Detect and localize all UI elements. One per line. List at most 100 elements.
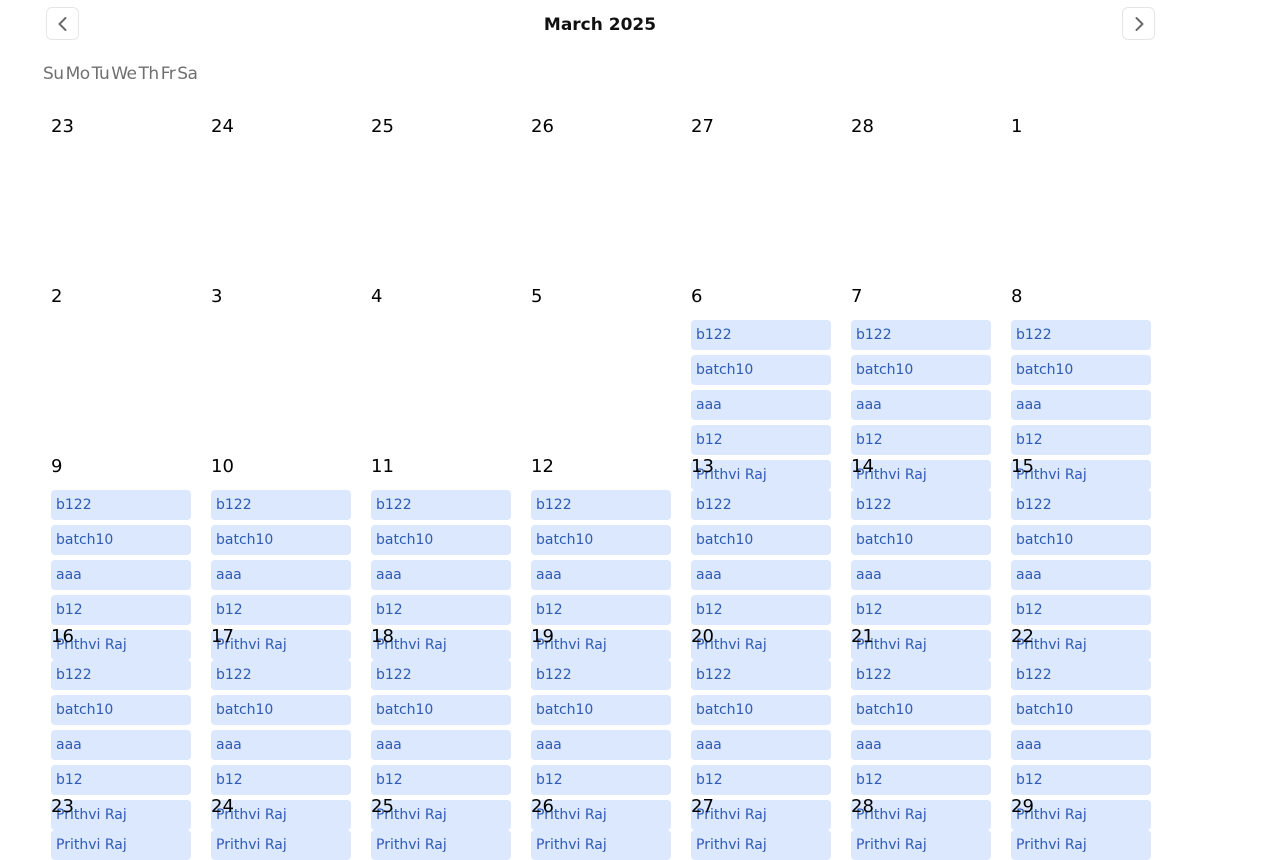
calendar-event[interactable]: batch10	[691, 355, 831, 385]
calendar-event[interactable]: aaa	[691, 390, 831, 420]
calendar-event[interactable]: b122	[371, 490, 511, 520]
calendar-event[interactable]: b122	[691, 490, 831, 520]
calendar-event[interactable]: aaa	[1011, 730, 1151, 760]
calendar-event[interactable]: Prithvi Raj	[371, 630, 511, 660]
calendar-event[interactable]: Prithvi Raj	[211, 830, 351, 860]
calendar-event[interactable]: b12	[211, 595, 351, 625]
calendar-event[interactable]: aaa	[371, 730, 511, 760]
day-number: 15	[1011, 456, 1034, 477]
day-number: 26	[531, 116, 554, 137]
weekday-header: Su Mo Tu We Th Fr Sa	[43, 64, 198, 84]
day-number: 28	[851, 796, 874, 817]
calendar-event[interactable]: b122	[531, 660, 671, 690]
day-number: 27	[691, 796, 714, 817]
calendar-event[interactable]: batch10	[691, 525, 831, 555]
calendar-event[interactable]: b122	[51, 490, 191, 520]
calendar-event[interactable]: b122	[531, 490, 671, 520]
calendar-event[interactable]: aaa	[51, 730, 191, 760]
calendar-event[interactable]: Prithvi Raj	[851, 830, 991, 860]
day-number: 6	[691, 286, 703, 307]
calendar-event[interactable]: Prithvi Raj	[1011, 460, 1151, 490]
calendar-event[interactable]: aaa	[851, 560, 991, 590]
calendar-event[interactable]: b12	[851, 425, 991, 455]
calendar-event[interactable]: b122	[51, 660, 191, 690]
calendar-event[interactable]: batch10	[851, 695, 991, 725]
calendar-event[interactable]: b12	[691, 595, 831, 625]
calendar-event[interactable]: b12	[371, 595, 511, 625]
calendar-event[interactable]: batch10	[51, 525, 191, 555]
calendar-event[interactable]: b12	[1011, 425, 1151, 455]
calendar-event[interactable]: b12	[1011, 765, 1151, 795]
calendar-event[interactable]: aaa	[1011, 390, 1151, 420]
calendar-event[interactable]: aaa	[691, 730, 831, 760]
calendar-event[interactable]: aaa	[531, 560, 671, 590]
calendar-event[interactable]: aaa	[531, 730, 671, 760]
calendar-event[interactable]: Prithvi Raj	[1011, 830, 1151, 860]
calendar-event[interactable]: b122	[1011, 490, 1151, 520]
calendar-event[interactable]: batch10	[1011, 525, 1151, 555]
calendar-event[interactable]: b122	[1011, 320, 1151, 350]
calendar-event[interactable]: b12	[211, 765, 351, 795]
day-number: 25	[371, 796, 394, 817]
calendar-event[interactable]: batch10	[531, 525, 671, 555]
calendar-event[interactable]: b122	[211, 490, 351, 520]
calendar-event[interactable]: aaa	[211, 560, 351, 590]
calendar-event[interactable]: aaa	[851, 730, 991, 760]
calendar-event[interactable]: Prithvi Raj	[51, 830, 191, 860]
calendar-event[interactable]: b122	[851, 320, 991, 350]
calendar-event[interactable]: b12	[851, 595, 991, 625]
calendar-event[interactable]: batch10	[211, 525, 351, 555]
calendar-event[interactable]: Prithvi Raj	[691, 830, 831, 860]
prev-month-button[interactable]	[46, 7, 79, 40]
calendar-event[interactable]: b122	[1011, 660, 1151, 690]
calendar-event[interactable]: b122	[691, 660, 831, 690]
calendar-event[interactable]: Prithvi Raj	[51, 630, 191, 660]
calendar-event[interactable]: batch10	[51, 695, 191, 725]
calendar-event[interactable]: batch10	[531, 695, 671, 725]
calendar-event[interactable]: Prithvi Raj	[851, 630, 991, 660]
calendar-event[interactable]: batch10	[851, 525, 991, 555]
calendar-event[interactable]: b12	[51, 595, 191, 625]
calendar-event[interactable]: b12	[531, 765, 671, 795]
calendar-event[interactable]: Prithvi Raj	[851, 460, 991, 490]
calendar-event[interactable]: batch10	[1011, 355, 1151, 385]
calendar-event[interactable]: Prithvi Raj	[691, 460, 831, 490]
calendar-event[interactable]: Prithvi Raj	[531, 630, 671, 660]
calendar-event[interactable]: Prithvi Raj	[1011, 630, 1151, 660]
calendar-event[interactable]: b122	[691, 320, 831, 350]
calendar-event[interactable]: aaa	[691, 560, 831, 590]
day-number: 23	[51, 796, 74, 817]
calendar-event[interactable]: aaa	[1011, 560, 1151, 590]
calendar-event[interactable]: b12	[691, 425, 831, 455]
calendar-event[interactable]: aaa	[211, 730, 351, 760]
calendar-event[interactable]: b12	[1011, 595, 1151, 625]
calendar-event[interactable]: aaa	[51, 560, 191, 590]
calendar-event[interactable]: batch10	[691, 695, 831, 725]
day-number: 8	[1011, 286, 1023, 307]
calendar-event[interactable]: batch10	[1011, 695, 1151, 725]
calendar-event[interactable]: b12	[371, 765, 511, 795]
calendar-event[interactable]: Prithvi Raj	[211, 630, 351, 660]
calendar-event[interactable]: b122	[851, 660, 991, 690]
calendar-event[interactable]: aaa	[851, 390, 991, 420]
calendar-event[interactable]: Prithvi Raj	[691, 630, 831, 660]
calendar-event[interactable]: Prithvi Raj	[371, 830, 511, 860]
calendar-event[interactable]: b12	[691, 765, 831, 795]
calendar-event[interactable]: b12	[851, 765, 991, 795]
weekday-label: Sa	[177, 64, 198, 84]
next-month-button[interactable]	[1122, 7, 1155, 40]
calendar-event[interactable]: b122	[371, 660, 511, 690]
calendar-event[interactable]: batch10	[851, 355, 991, 385]
calendar-event[interactable]: aaa	[371, 560, 511, 590]
day-number: 28	[851, 116, 874, 137]
calendar-event[interactable]: b122	[211, 660, 351, 690]
calendar-event[interactable]: b12	[531, 595, 671, 625]
calendar-event[interactable]: batch10	[211, 695, 351, 725]
calendar-event[interactable]: batch10	[371, 525, 511, 555]
day-number: 26	[531, 796, 554, 817]
calendar-event[interactable]: b12	[51, 765, 191, 795]
chevron-right-icon	[1135, 16, 1143, 31]
calendar-event[interactable]: b122	[851, 490, 991, 520]
calendar-event[interactable]: batch10	[371, 695, 511, 725]
calendar-event[interactable]: Prithvi Raj	[531, 830, 671, 860]
